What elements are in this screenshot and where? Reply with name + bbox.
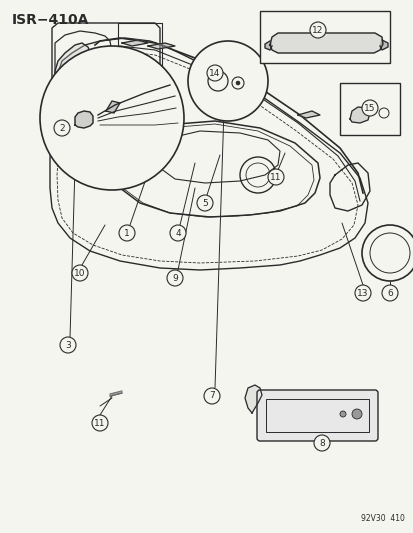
- Text: 15: 15: [363, 103, 375, 112]
- Text: 7: 7: [209, 392, 214, 400]
- Text: 6: 6: [386, 288, 392, 297]
- Circle shape: [309, 22, 325, 38]
- Bar: [266, 399, 368, 432]
- Circle shape: [351, 409, 361, 419]
- Circle shape: [313, 435, 329, 451]
- Text: 4: 4: [175, 229, 180, 238]
- Text: 9: 9: [172, 273, 178, 282]
- Text: 11: 11: [270, 173, 281, 182]
- Circle shape: [54, 120, 70, 136]
- Circle shape: [119, 225, 135, 241]
- Circle shape: [235, 81, 240, 85]
- Circle shape: [170, 225, 185, 241]
- FancyBboxPatch shape: [256, 390, 377, 441]
- Polygon shape: [110, 391, 122, 396]
- Text: 3: 3: [65, 341, 71, 350]
- Polygon shape: [122, 40, 147, 46]
- Text: 8: 8: [318, 439, 324, 448]
- Circle shape: [206, 65, 223, 81]
- Text: 1: 1: [124, 229, 130, 238]
- Circle shape: [92, 415, 108, 431]
- Circle shape: [72, 265, 88, 281]
- Polygon shape: [297, 111, 319, 118]
- Polygon shape: [147, 43, 175, 49]
- Bar: [339, 83, 399, 135]
- Circle shape: [188, 41, 267, 121]
- Text: 92V30  410: 92V30 410: [360, 514, 404, 523]
- Text: 5: 5: [202, 198, 207, 207]
- Polygon shape: [264, 41, 271, 50]
- Circle shape: [166, 270, 183, 286]
- Polygon shape: [269, 33, 382, 53]
- Text: ISR−410A: ISR−410A: [12, 13, 89, 27]
- Circle shape: [354, 285, 370, 301]
- Text: 13: 13: [356, 288, 368, 297]
- Circle shape: [204, 388, 219, 404]
- Text: 14: 14: [209, 69, 220, 77]
- Bar: [259, 11, 389, 63]
- Circle shape: [361, 100, 377, 116]
- Circle shape: [339, 411, 345, 417]
- Polygon shape: [379, 40, 387, 50]
- Circle shape: [267, 169, 283, 185]
- Circle shape: [361, 225, 413, 281]
- Polygon shape: [106, 101, 120, 113]
- Circle shape: [40, 46, 183, 190]
- Polygon shape: [55, 43, 92, 86]
- Polygon shape: [349, 107, 369, 123]
- Text: 11: 11: [94, 418, 105, 427]
- Polygon shape: [75, 111, 93, 128]
- Text: 12: 12: [311, 26, 323, 35]
- Text: 2: 2: [59, 124, 65, 133]
- Text: 10: 10: [74, 269, 85, 278]
- Circle shape: [381, 285, 397, 301]
- Circle shape: [60, 337, 76, 353]
- Polygon shape: [244, 385, 261, 413]
- Circle shape: [197, 195, 212, 211]
